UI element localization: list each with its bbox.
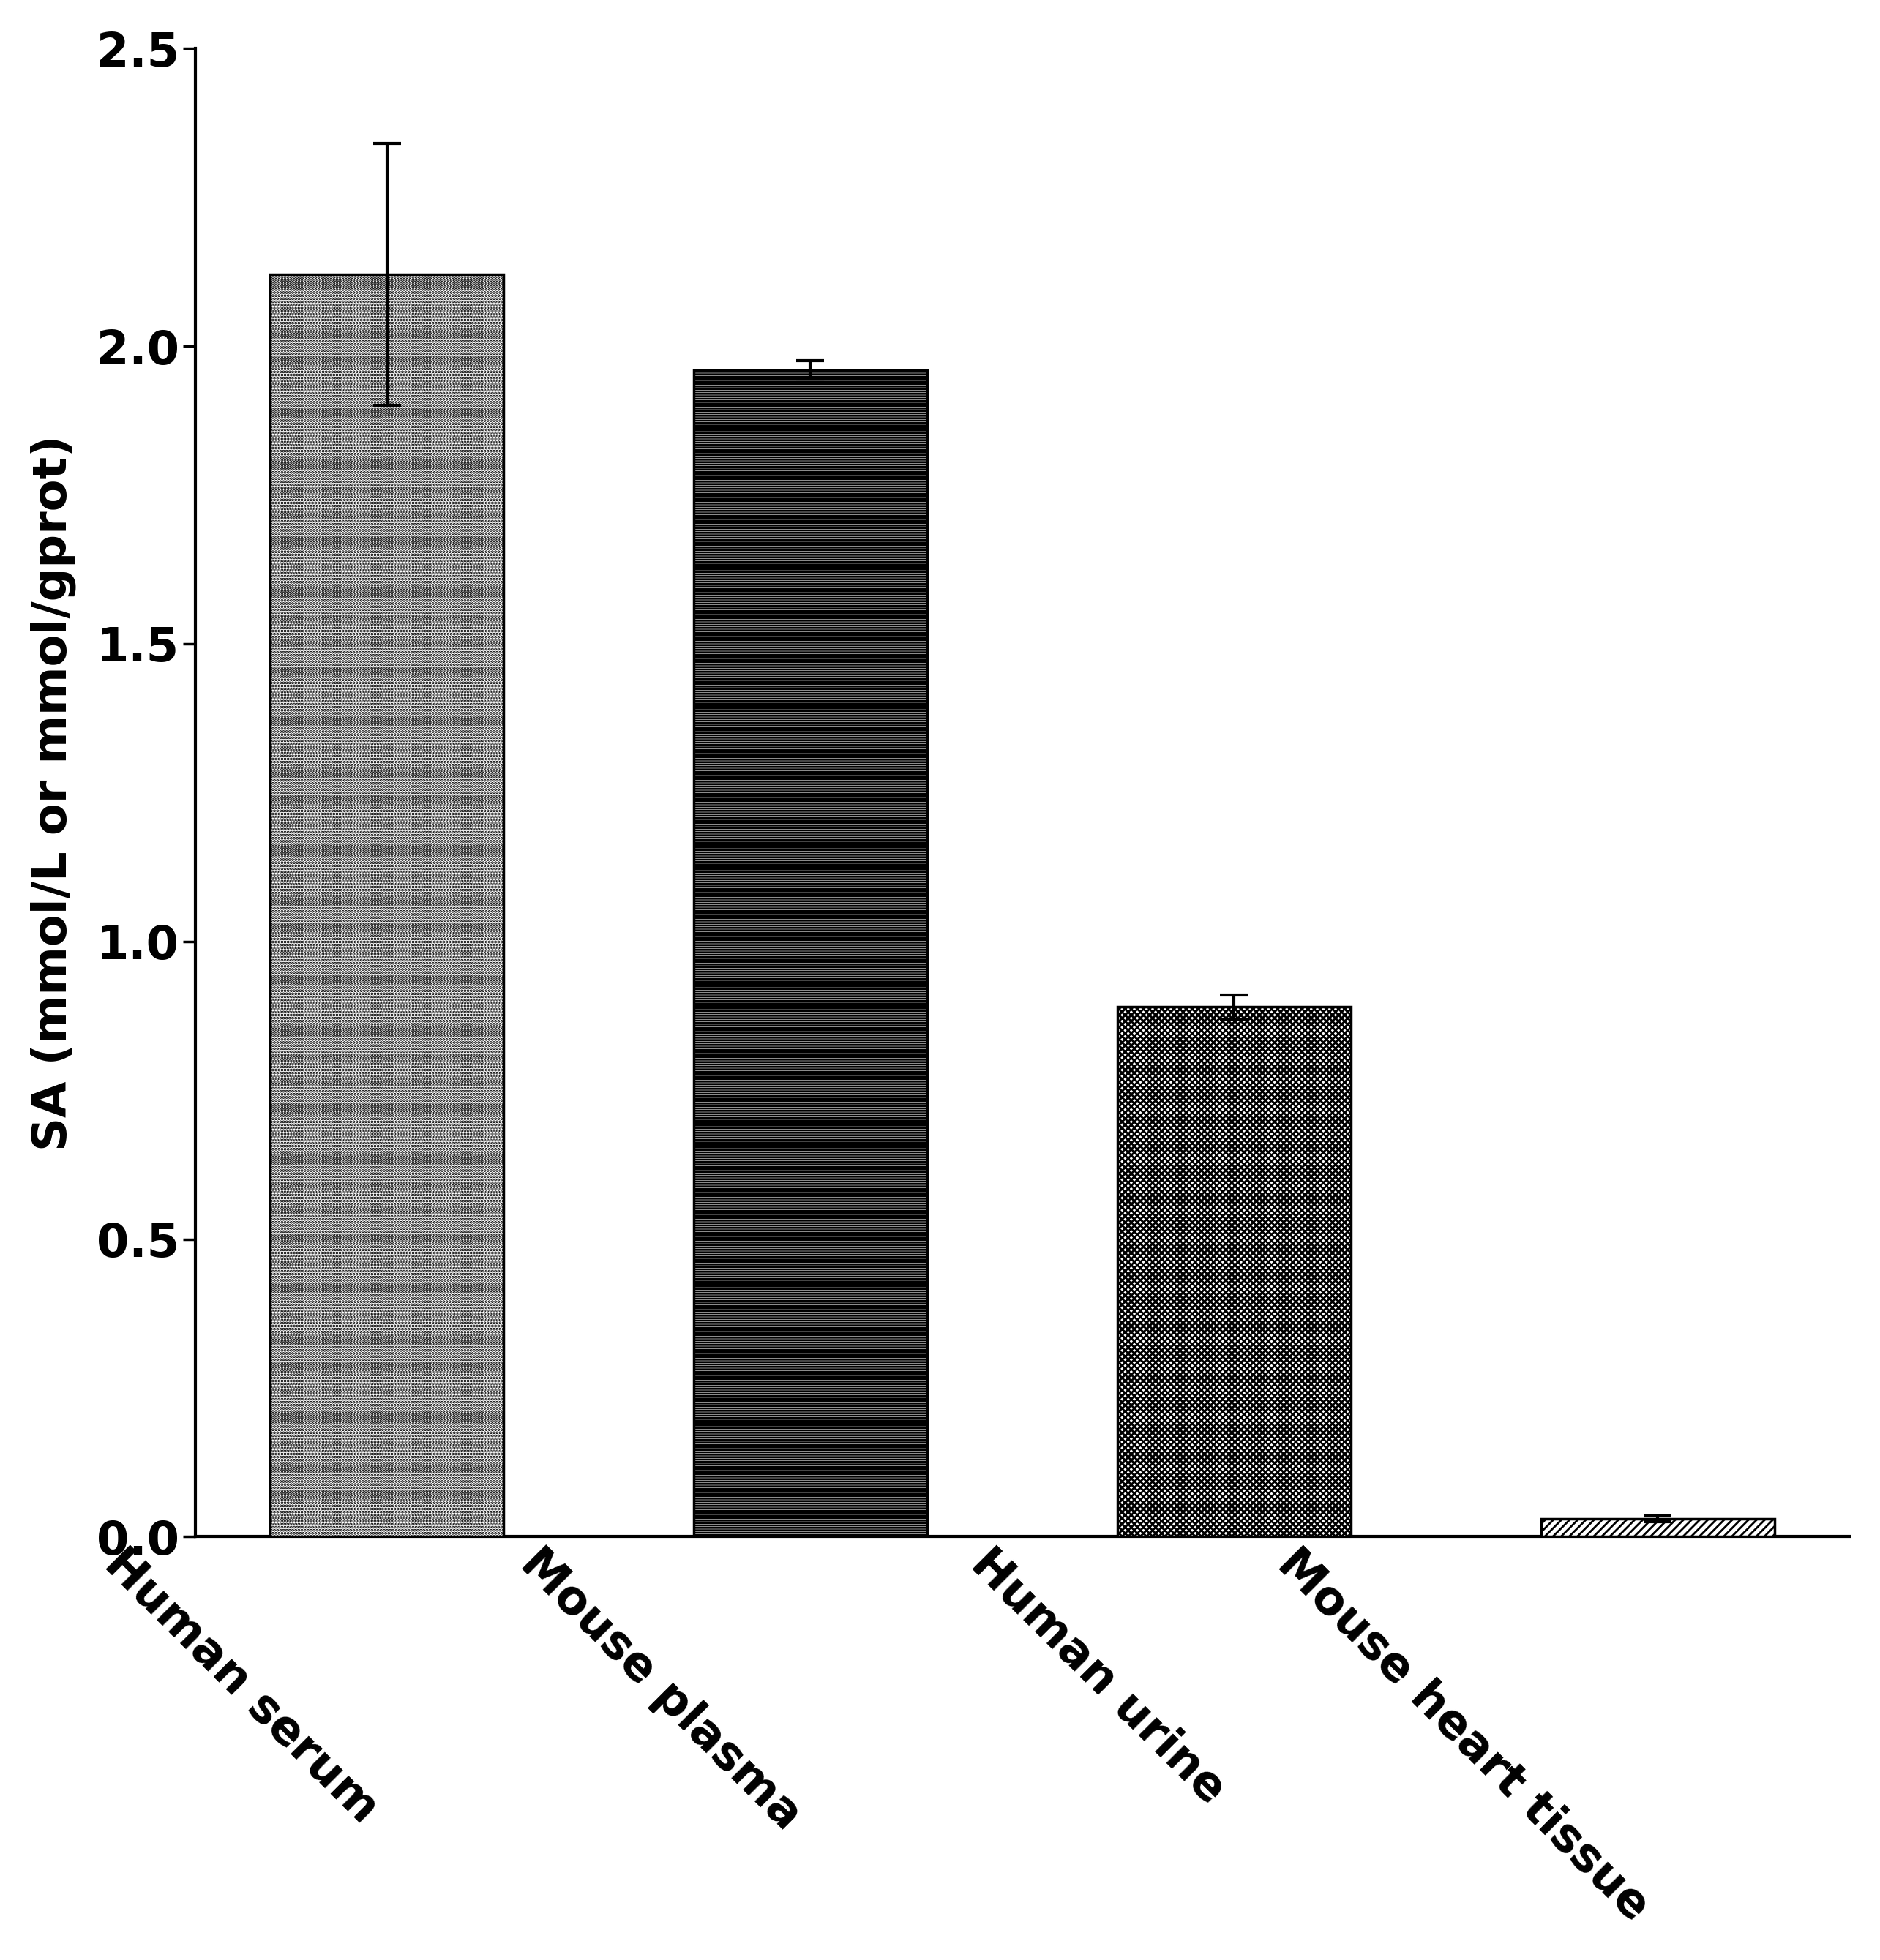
Bar: [1117, 1007, 1350, 1537]
Bar: [271, 274, 504, 1537]
Y-axis label: SA (mmol/L or mmol/gprot): SA (mmol/L or mmol/gprot): [30, 435, 77, 1151]
Bar: [694, 370, 927, 1537]
Bar: [1542, 1519, 1775, 1537]
